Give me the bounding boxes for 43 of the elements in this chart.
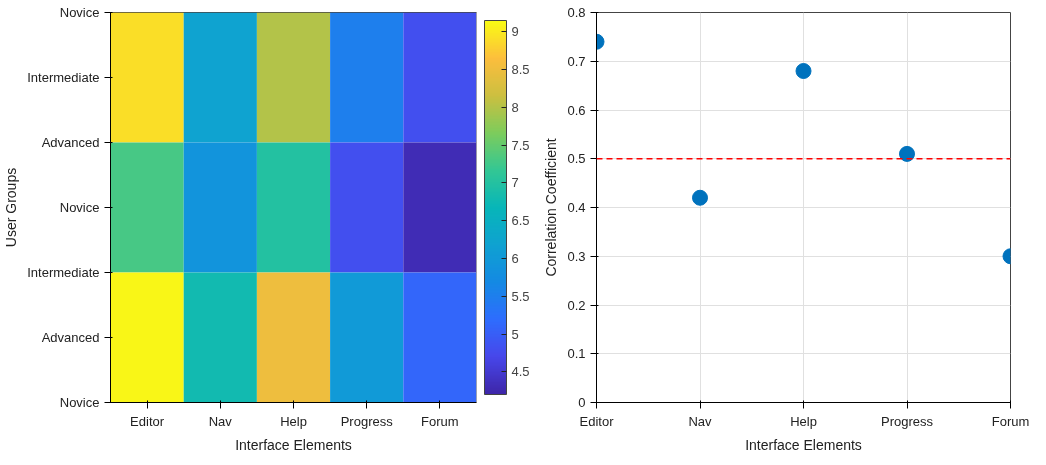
x-tick-label: Progress [880,413,934,429]
y-tick-label: 0.7 [567,53,586,69]
y-tick-label: 0.1 [567,346,586,362]
x-tick-label: Progress [340,413,394,429]
text: Intermediate [27,70,100,85]
y-tick-label: 0.5 [567,151,586,167]
y-tick-label: 0.3 [567,248,586,264]
y-axis-title: Correlation Coefficient [543,138,560,277]
point [692,189,708,206]
x-tick-label: Nav [688,413,713,429]
y-tick-label: 0.8 [567,5,586,20]
text: Advanced [41,135,100,150]
x-tick-label: Editor [130,413,165,429]
color-bar-label: 8.5 [511,62,530,78]
x-tick-label: Forum [991,413,1030,429]
text: Novice [59,395,100,410]
text: Novice [59,5,100,20]
y-tick-label: 0.6 [567,102,586,118]
color-bar-label: 6.5 [511,213,530,229]
point [899,145,915,162]
y-tick-label: 0 [578,395,586,410]
color-bar-label: 7 [511,175,519,191]
color-bar-label: 8 [511,99,519,115]
y-axis-title: User Groups [3,167,20,248]
x-axis-title: Interface Elements [745,436,862,453]
x-tick-label: Editor [579,413,615,429]
text: Novice [59,200,100,215]
text: Advanced [41,330,100,345]
y-tick-label: 0.4 [567,200,586,215]
color-bar-label: 5.5 [511,288,530,304]
color-bar-label: 5 [511,326,519,342]
x-tick-label: Nav [208,413,233,429]
color-bar-label: 9 [511,24,519,40]
x-axis-title: Interface Elements [235,436,352,453]
color-bar-label: 6 [511,251,519,266]
text: Intermediate [27,265,100,280]
x-tick-label: Help [790,413,817,429]
x-tick-label: Forum [421,413,459,429]
point [795,63,812,79]
color-bar-label: 7.5 [511,137,530,153]
y-tick-label: 0.2 [567,297,586,313]
color-bar-label: 4.5 [511,364,530,380]
x-tick-label: Help [280,413,307,429]
